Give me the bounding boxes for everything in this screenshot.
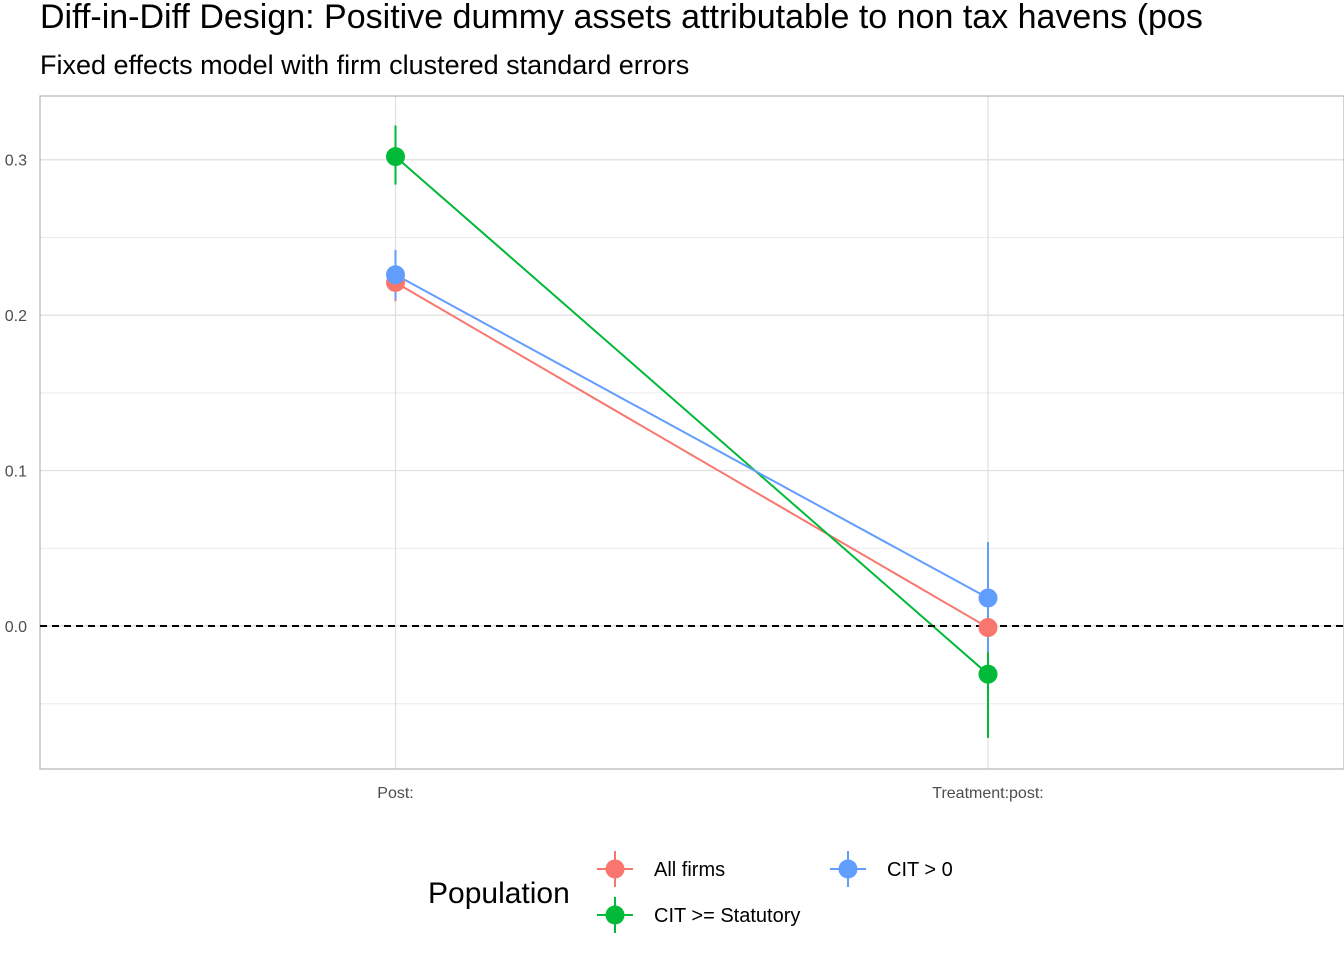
legend-key-point xyxy=(838,859,858,879)
plot-area: 0.0 0.1 0.2 0.3 Post: Treatment:post: xyxy=(5,95,1344,802)
legend-label: CIT > 0 xyxy=(887,859,953,881)
data-point xyxy=(978,664,998,684)
x-tick-label: Treatment:post: xyxy=(932,785,1043,802)
data-point xyxy=(978,588,998,608)
series-line xyxy=(395,273,989,599)
data-point xyxy=(386,147,405,167)
series-line xyxy=(394,281,989,629)
y-tick-label: 0.2 xyxy=(5,308,27,325)
series-line xyxy=(394,155,989,675)
y-tick-label: 0.3 xyxy=(5,153,27,170)
legend-label: All firms xyxy=(654,859,725,881)
legend-title: Population xyxy=(428,877,570,910)
y-tick-label: 0.0 xyxy=(5,619,27,636)
plot-border xyxy=(39,95,1344,770)
x-tick-label: Post: xyxy=(377,785,413,802)
legend-label: CIT >= Statutory xyxy=(654,905,800,927)
chart-subtitle: Fixed effects model with firm clustered … xyxy=(40,50,689,80)
legend: Population All firms CIT >= Statutory CIT … xyxy=(428,851,953,933)
chart-title: Diff-in-Diff Design: Positive dummy asse… xyxy=(40,0,1203,36)
legend-key-point xyxy=(605,859,625,879)
data-point xyxy=(978,618,998,638)
data-point xyxy=(386,265,405,285)
y-tick-label: 0.1 xyxy=(5,464,27,481)
legend-key-point xyxy=(605,905,625,925)
